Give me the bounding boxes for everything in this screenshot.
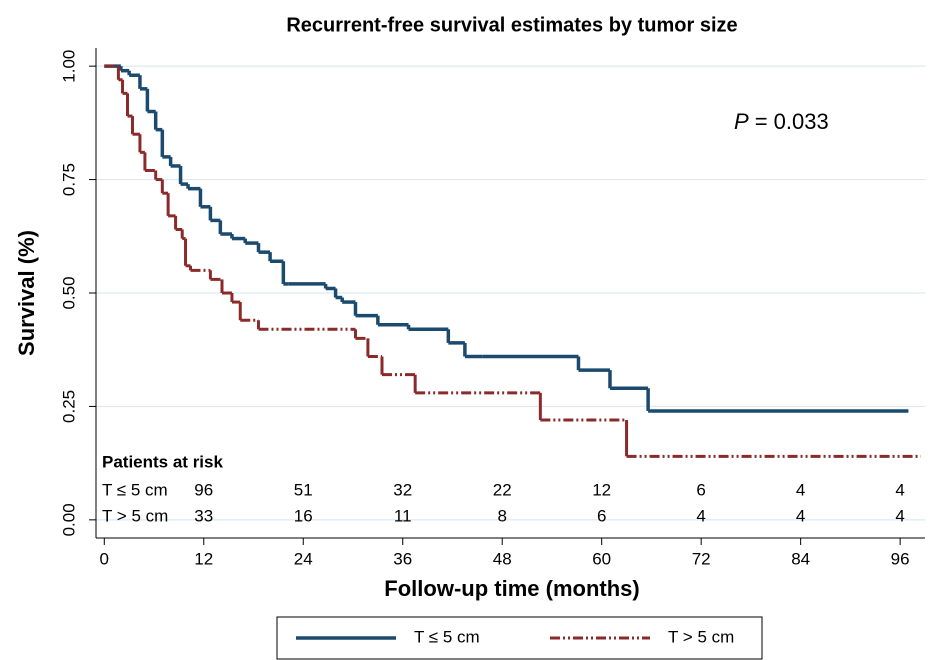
x-axis-title: Follow-up time (months): [384, 576, 639, 601]
x-tick-label: 12: [194, 549, 213, 568]
x-tick-label: 48: [493, 549, 512, 568]
risk-value: 6: [696, 480, 705, 499]
legend-label: T ≤ 5 cm: [414, 627, 480, 646]
risk-value: 32: [393, 480, 412, 499]
risk-title: Patients at risk: [102, 452, 223, 471]
risk-value: 12: [592, 480, 611, 499]
risk-row-label: T > 5 cm: [102, 506, 168, 525]
risk-value: 51: [294, 480, 313, 499]
risk-value: 16: [294, 506, 313, 525]
risk-value: 96: [194, 480, 213, 499]
p-text: = 0.033: [755, 109, 829, 134]
risk-value: 4: [696, 506, 705, 525]
x-tick-label: 84: [791, 549, 810, 568]
x-tick-label: 96: [891, 549, 910, 568]
y-tick-label: 1.00: [59, 50, 78, 83]
y-tick-label: 0.00: [59, 503, 78, 536]
risk-value: 22: [493, 480, 512, 499]
x-tick-label: 60: [592, 549, 611, 568]
risk-row-label: T ≤ 5 cm: [102, 480, 168, 499]
risk-value: 4: [895, 480, 904, 499]
risk-value: 4: [796, 480, 805, 499]
y-tick-label: 0.50: [59, 276, 78, 309]
survival-curve: [104, 64, 909, 413]
y-tick-label: 0.75: [59, 163, 78, 196]
legend-label: T > 5 cm: [668, 627, 734, 646]
risk-value: 11: [394, 506, 412, 525]
risk-value: 4: [895, 506, 904, 525]
survival-curve: [104, 64, 921, 458]
x-tick-label: 24: [294, 549, 313, 568]
risk-value: 4: [796, 506, 805, 525]
chart-title: Recurrent-free survival estimates by tum…: [286, 14, 737, 36]
y-tick-label: 0.25: [59, 390, 78, 423]
risk-value: 6: [597, 506, 606, 525]
x-tick-label: 36: [393, 549, 412, 568]
risk-value: 33: [194, 506, 213, 525]
p-symbol: P: [734, 109, 749, 134]
x-tick-label: 0: [100, 549, 109, 568]
risk-value: 8: [497, 506, 506, 525]
p-value: P = 0.033: [734, 109, 829, 134]
x-tick-label: 72: [692, 549, 711, 568]
y-axis-title: Survival (%): [14, 230, 39, 356]
